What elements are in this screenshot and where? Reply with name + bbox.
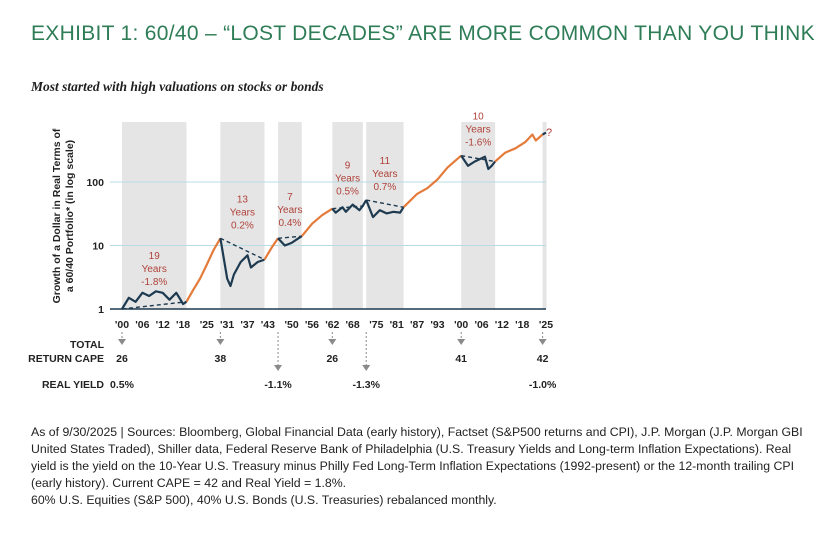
lost-decade-band <box>122 122 187 309</box>
series-line <box>365 199 405 219</box>
decade-return: -1.6% <box>465 138 491 149</box>
x-tick-label: '75 <box>369 319 383 331</box>
decade-years-count: 13 <box>237 194 249 205</box>
lost-decade-band <box>542 122 547 309</box>
series-line <box>219 238 265 288</box>
x-tick-label: '81 <box>390 319 404 331</box>
x-tick-label: '06 <box>474 319 488 331</box>
trend-line <box>121 301 187 310</box>
cape-arrow-head <box>118 339 126 345</box>
x-tick-label: '50 <box>285 319 299 331</box>
decade-return: -1.8% <box>141 277 167 288</box>
x-tick-label: '18 <box>515 319 529 331</box>
lost-decade-band <box>461 122 496 309</box>
cape-arrow-head <box>328 339 337 345</box>
row-label-total: TOTAL <box>70 339 105 351</box>
x-tick-label: '00 <box>454 319 468 331</box>
trend-line <box>461 154 496 163</box>
lost-decades-chart: 1 10 100 Growth of a Dollar in Real Terms o… <box>28 112 557 391</box>
y-tick-label: 100 <box>86 177 104 189</box>
decade-return: 0.5% <box>336 187 359 198</box>
y-tick-label: 10 <box>92 241 104 253</box>
decade-years-label: Years <box>277 205 302 216</box>
y-axis-title-line2: a 60/40 Portfolio* (in log scale) <box>64 140 76 292</box>
lost-decade-band <box>332 122 363 309</box>
series-line <box>263 237 279 261</box>
series-line <box>542 131 547 136</box>
page-title: EXHIBIT 1: 60/40 – “LOST DECADES” ARE MO… <box>31 22 815 45</box>
trend-line <box>332 205 363 210</box>
real-yield-value: -1.1% <box>264 379 292 391</box>
footnote: As of 9/30/2025 | Sources: Bloomberg, Gl… <box>31 424 811 509</box>
x-tick-label: '00 <box>115 319 129 331</box>
decade-return: 0.4% <box>279 218 302 229</box>
trend-line <box>220 237 265 261</box>
series-line <box>494 133 544 163</box>
x-tick-label: '12 <box>495 319 509 331</box>
series-line <box>402 154 462 209</box>
footnote-sources: As of 9/30/2025 | Sources: Bloomberg, Gl… <box>31 425 803 490</box>
x-tick-label: '18 <box>176 319 190 331</box>
cape-arrow-head <box>457 339 466 345</box>
decade-return: 0.7% <box>373 182 396 193</box>
cape-value: 38 <box>215 353 227 365</box>
x-tick-label: '37 <box>240 319 254 331</box>
real-yield-value: -1.0% <box>529 379 557 391</box>
chart-subtitle: Most started with high valuations on sto… <box>31 79 324 94</box>
x-tick-label: '87 <box>410 319 424 331</box>
real-yield-arrow-head <box>274 365 283 371</box>
x-tick-label: '68 <box>346 319 360 331</box>
decade-years-count: 19 <box>149 251 161 262</box>
series-line <box>121 290 188 310</box>
decade-return: 0.2% <box>231 220 254 231</box>
series-line <box>277 235 303 247</box>
x-tick-label: '31 <box>220 319 234 331</box>
decade-years-count: 11 <box>380 156 391 167</box>
real-yield-arrow-head <box>362 365 371 371</box>
real-yield-value: -1.3% <box>353 379 381 391</box>
decade-years-count: 7 <box>287 192 293 203</box>
x-tick-label: '06 <box>135 319 149 331</box>
decade-years-count: 9 <box>345 161 351 172</box>
cape-value: 26 <box>116 353 128 365</box>
x-tick-label: '12 <box>156 319 170 331</box>
decade-years-label: Years <box>335 174 360 185</box>
decade-years-label: Years <box>142 264 167 275</box>
real-yield-value: 0.5% <box>110 379 135 391</box>
trend-line <box>277 235 302 239</box>
series-line <box>185 237 222 303</box>
x-tick-label: '62 <box>325 319 339 331</box>
x-tick-label: '93 <box>430 319 444 331</box>
x-tick-label: '43 <box>261 319 275 331</box>
y-tick-label: 1 <box>98 304 104 316</box>
footnote-portfolio: 60% U.S. Equities (S&P 500), 40% U.S. Bo… <box>31 493 497 507</box>
cape-value: 41 <box>455 353 467 365</box>
cape-value: 26 <box>326 353 338 365</box>
cape-value: 42 <box>537 353 549 365</box>
x-tick-label: '56 <box>305 319 319 331</box>
series-line <box>300 207 333 237</box>
row-label-cape: RETURN CAPE <box>28 353 104 365</box>
lost-decade-band <box>278 122 302 309</box>
decade-years-label: Years <box>230 207 255 218</box>
decade-years-label: Years <box>466 125 491 136</box>
series-line <box>460 154 496 171</box>
decade-years-count: 10 <box>473 112 485 123</box>
unknown-decade-label: ? <box>546 127 552 139</box>
decade-years-label: Years <box>372 169 397 180</box>
x-tick-label: '25 <box>200 319 214 331</box>
y-axis-title-line1: Growth of a Dollar in Real Terms of <box>51 128 63 303</box>
cape-arrow-head <box>216 339 225 345</box>
x-tick-label: '25 <box>539 319 553 331</box>
row-label-real-yield: REAL YIELD <box>42 379 104 391</box>
trend-line <box>366 199 404 208</box>
cape-arrow-head <box>538 339 547 345</box>
